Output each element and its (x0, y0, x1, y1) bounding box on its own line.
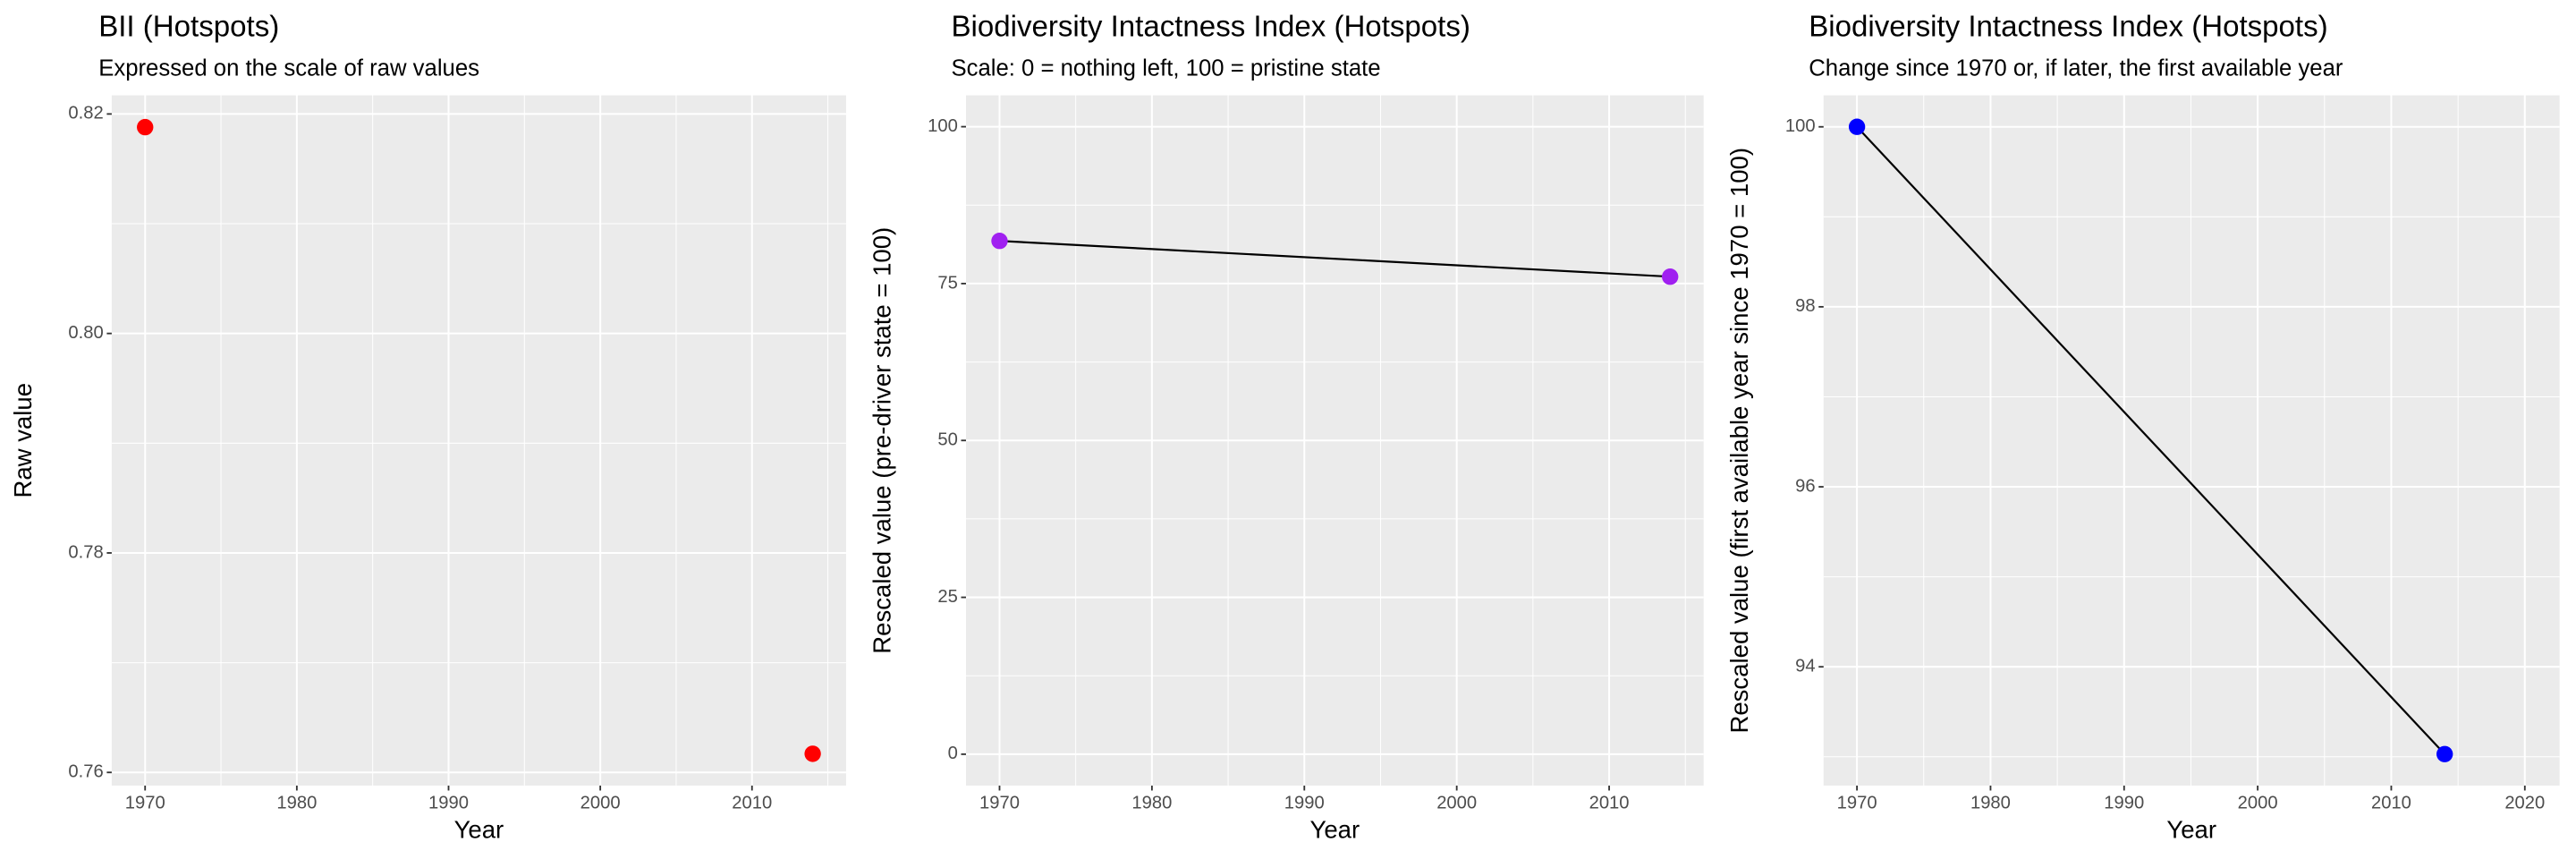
chart-title: Biodiversity Intactness Index (Hotspots) (951, 10, 1470, 43)
data-point (1848, 118, 1866, 135)
y-axis-title: Raw value (9, 383, 37, 498)
x-tick-label: 1970 (125, 794, 165, 813)
data-line (1856, 125, 2446, 755)
y-axis-title: Rescaled value (first available year sin… (1725, 148, 1753, 734)
x-tick-label: 1980 (1970, 794, 2011, 813)
x-axis-title: Year (2166, 816, 2216, 844)
y-tick-label: 0.82 (68, 104, 103, 123)
x-tick-label: 2000 (580, 794, 621, 813)
y-tick-label: 0.78 (68, 542, 103, 562)
x-tick-label: 2010 (2371, 794, 2411, 813)
data-point (1662, 268, 1679, 285)
y-tick-label: 0.76 (68, 762, 103, 782)
y-tick-label: 100 (1785, 116, 1816, 136)
x-tick-label: 1990 (2104, 794, 2144, 813)
y-axis-title: Rescaled value (pre-driver state = 100) (868, 227, 895, 654)
x-tick-label: 1990 (1284, 794, 1325, 813)
x-tick-label: 2000 (2238, 794, 2278, 813)
y-tick-label: 98 (1795, 296, 1815, 316)
data-line (999, 240, 1671, 278)
x-tick-label: 2000 (1436, 794, 1477, 813)
y-tick-label: 0.80 (68, 323, 103, 343)
x-tick-label: 2020 (2504, 794, 2545, 813)
x-tick-label: 1990 (428, 794, 469, 813)
chart-subtitle: Change since 1970 or, if later, the firs… (1809, 55, 2343, 81)
x-tick-label: 2010 (732, 794, 772, 813)
y-tick-label: 96 (1795, 476, 1815, 496)
x-tick-label: 1970 (979, 794, 1020, 813)
plot-background (1823, 95, 2560, 786)
y-tick-label: 0 (948, 744, 958, 763)
chart-subtitle: Expressed on the scale of raw values (98, 55, 479, 81)
chart-title: Biodiversity Intactness Index (Hotspots) (1809, 10, 2327, 43)
data-point (2436, 745, 2453, 762)
y-tick-label: 75 (937, 273, 957, 293)
data-point (137, 118, 154, 136)
x-tick-label: 1970 (1837, 794, 1877, 813)
data-point (991, 233, 1008, 250)
y-tick-label: 94 (1795, 657, 1815, 676)
y-tick-label: 50 (937, 430, 957, 450)
y-tick-label: 25 (937, 587, 957, 607)
x-axis-title: Year (1310, 816, 1360, 844)
x-tick-label: 1980 (1131, 794, 1172, 813)
chart-subtitle: Scale: 0 = nothing left, 100 = pristine … (951, 55, 1380, 81)
plot-background (111, 95, 846, 786)
y-tick-label: 100 (928, 116, 958, 136)
chart-title: BII (Hotspots) (98, 10, 279, 43)
x-axis-title: Year (454, 816, 504, 844)
x-tick-label: 1980 (276, 794, 317, 813)
data-point (804, 745, 821, 762)
x-tick-label: 2010 (1589, 794, 1630, 813)
